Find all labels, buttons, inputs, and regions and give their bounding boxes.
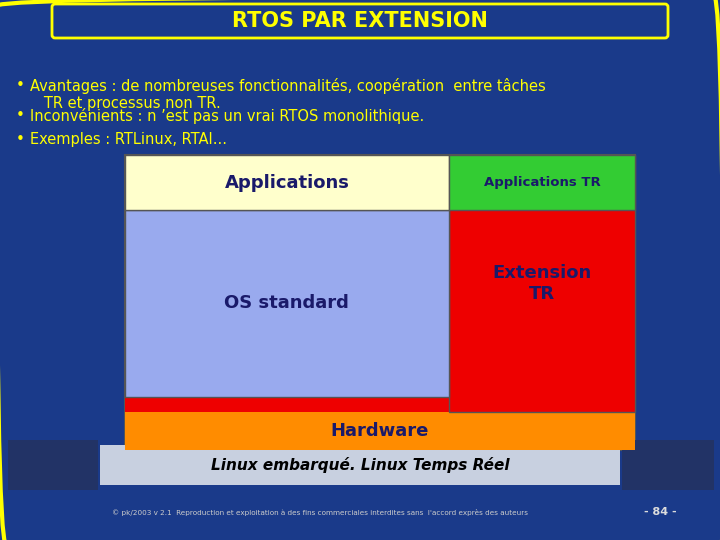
Text: Extension
TR: Extension TR xyxy=(492,264,592,303)
Bar xyxy=(125,155,449,210)
Text: Applications: Applications xyxy=(225,173,349,192)
Text: •: • xyxy=(16,108,24,123)
Text: Avantages : de nombreuses fonctionnalités, coopération  entre tâches
   TR et pr: Avantages : de nombreuses fonctionnalité… xyxy=(30,78,546,111)
Text: Hardware: Hardware xyxy=(330,422,429,440)
Bar xyxy=(449,155,635,412)
Text: •: • xyxy=(16,78,24,93)
Bar xyxy=(125,155,635,450)
Bar xyxy=(125,210,449,397)
Bar xyxy=(125,412,635,450)
Text: RTOS PAR EXTENSION: RTOS PAR EXTENSION xyxy=(232,11,488,31)
Text: Exemples : RTLinux, RTAI...: Exemples : RTLinux, RTAI... xyxy=(30,132,227,147)
Bar xyxy=(449,155,635,210)
Text: Linux embarqué. Linux Temps Réel: Linux embarqué. Linux Temps Réel xyxy=(211,457,509,473)
Text: - 84 -: - 84 - xyxy=(644,507,676,517)
Text: OS standard: OS standard xyxy=(225,294,349,313)
Bar xyxy=(622,440,714,490)
Text: © pk/2003 v 2.1  Reproduction et exploitation à des fins commerciales interdites: © pk/2003 v 2.1 Reproduction et exploita… xyxy=(112,509,528,516)
FancyBboxPatch shape xyxy=(52,4,668,38)
Bar xyxy=(8,440,98,490)
Bar xyxy=(100,445,620,485)
Text: Applications TR: Applications TR xyxy=(484,176,600,189)
Text: •: • xyxy=(16,132,24,147)
Text: Inconvénients : n ’est pas un vrai RTOS monolithique.: Inconvénients : n ’est pas un vrai RTOS … xyxy=(30,108,424,124)
Bar xyxy=(125,397,449,412)
